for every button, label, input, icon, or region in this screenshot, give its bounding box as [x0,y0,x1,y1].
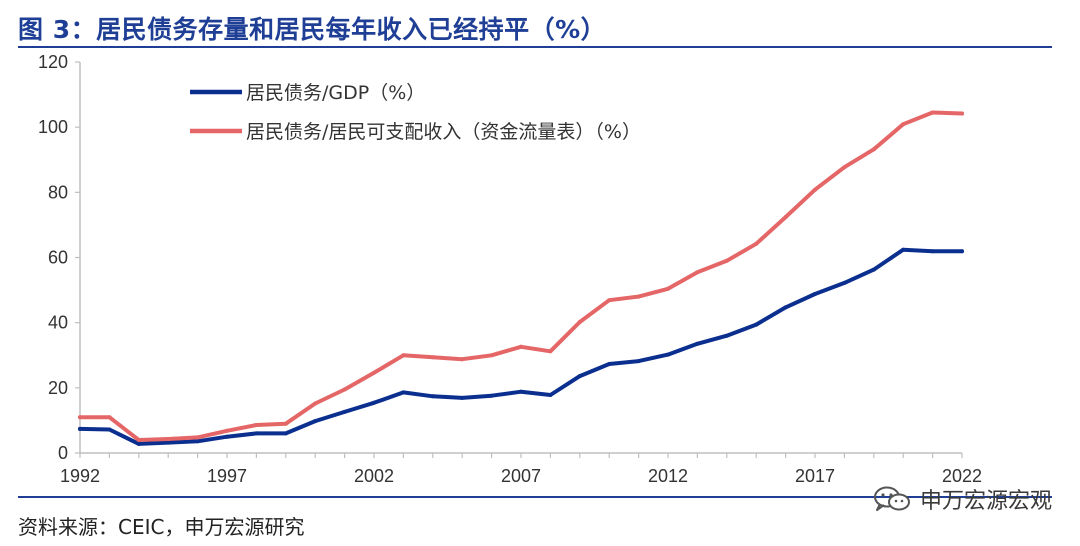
series-1-point [783,305,788,310]
series-1-point [666,352,670,357]
series-1-point [871,267,876,272]
series-2-point [283,421,288,426]
series-2-point [519,344,523,349]
series-2-point [871,147,876,152]
series-1-point [372,400,376,405]
series-2-point [489,353,494,358]
chart-axes: 0 20 40 60 80 100 120 1992 1997 2002 2007 2012 2017 2… [38,52,982,486]
series-1-point [960,249,964,254]
series-2-point [813,187,817,192]
series-2-point [430,355,435,360]
series-1-point [430,394,435,399]
series-2-point [166,437,171,441]
watermark-label: 申万宏源宏观 [919,489,1052,514]
series-1-point [930,249,935,254]
series-1-point [342,409,347,414]
legend-label-2: 居民债务/居民可支配收入（资金流量表）（%） [246,121,641,143]
series-2-point [78,415,82,420]
series-2-point [136,438,141,442]
series-1-point [254,431,259,436]
x-tick-label: 1992 [60,466,100,486]
series-1-point [195,439,200,444]
series-2-point [754,241,759,246]
series-2-point [372,370,376,375]
watermark: 申万宏源宏观 [872,483,1052,515]
series-2-point [930,110,935,115]
series-2-point [842,165,847,170]
series-2-point [254,423,259,427]
series-2-point [695,270,700,275]
series-1-point [283,431,288,436]
series-1-point [842,280,847,285]
y-tick-label: 60 [48,248,68,268]
series-2-point [107,415,112,420]
series-2-point [401,353,406,358]
x-tick-label: 2002 [354,466,394,486]
x-tick-label: 2012 [648,466,688,486]
series-1-point [401,390,406,395]
x-tick-label: 2022 [942,466,982,486]
series-1-point [166,440,171,445]
series-1-point [695,341,700,346]
series-1-point [754,322,759,327]
series-2-point [607,298,612,303]
series-2-point [460,357,465,362]
y-tick-label: 120 [38,52,68,72]
x-tick-label: 2017 [795,466,835,486]
y-tick-label: 20 [48,378,68,398]
footer-divider [18,496,1052,498]
series-1-point [78,426,82,431]
series-1-point [519,389,523,394]
series-2-point [225,428,229,433]
source-note: 资料来源：CEIC，申万宏源研究 [18,515,305,539]
y-tick-label: 40 [48,313,68,333]
series-1-point [813,292,817,296]
series-2-point [960,111,964,116]
x-tick-label: 2007 [501,466,541,486]
series-2-point [724,258,729,263]
wechat-icon [873,486,910,511]
series-1-point [136,441,141,446]
series-1-point [577,374,582,379]
series-1-point [901,247,906,252]
series-1-point [225,434,229,439]
chart-title: 图 3：居民债务存量和居民每年收入已经持平（%） [18,15,607,44]
title-divider [18,46,1052,48]
series-2-point [666,286,670,291]
series-1-point [636,359,641,364]
series-1-point [548,393,553,397]
series-1-point [607,362,612,366]
series-2-point [783,215,788,220]
series-1-point [489,393,494,398]
series-1-point [313,419,318,424]
series-2-point [901,122,906,127]
series-2-point [195,435,200,440]
series-2-point [636,294,641,299]
y-tick-label: 0 [58,443,68,463]
legend-label-1: 居民债务/GDP（%） [246,82,425,104]
series-2-point [548,349,553,354]
chart-legend: 居民债务/GDP（%） 居民债务/居民可支配收入（资金流量表）（%） [190,82,641,143]
series-2-point [313,401,318,406]
series-2-point [577,320,582,324]
series-1-point [724,333,729,338]
series-1-point [460,395,465,400]
y-tick-label: 100 [38,117,68,137]
x-tick-label: 1997 [207,466,247,486]
series-1-point [107,427,112,432]
y-tick-label: 80 [48,182,68,202]
chart-series [78,110,964,446]
series-2-point [342,387,347,392]
